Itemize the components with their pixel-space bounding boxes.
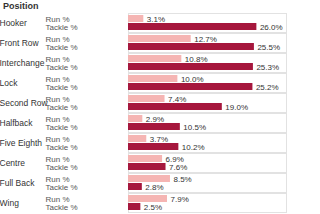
- svg-text:Hooker: Hooker: [0, 18, 27, 28]
- svg-text:Run %: Run %: [45, 34, 70, 44]
- svg-text:Centre: Centre: [0, 158, 25, 168]
- svg-text:3.1%: 3.1%: [147, 15, 165, 24]
- svg-text:Halfback: Halfback: [0, 118, 33, 128]
- svg-text:Full Back: Full Back: [0, 178, 35, 188]
- svg-text:Tackle %: Tackle %: [46, 83, 78, 92]
- svg-text:Tackle %: Tackle %: [46, 123, 78, 132]
- svg-text:Run %: Run %: [45, 154, 70, 164]
- svg-text:Run %: Run %: [45, 194, 70, 204]
- svg-text:Tackle %: Tackle %: [46, 103, 78, 112]
- svg-text:Run %: Run %: [45, 74, 70, 84]
- svg-text:Tackle %: Tackle %: [46, 43, 78, 52]
- svg-text:10.2%: 10.2%: [182, 143, 205, 152]
- svg-text:Run %: Run %: [45, 114, 70, 124]
- svg-text:25.3%: 25.3%: [256, 63, 279, 72]
- svg-text:7.4%: 7.4%: [168, 95, 186, 104]
- svg-text:Tackle %: Tackle %: [46, 203, 78, 212]
- svg-text:Tackle %: Tackle %: [46, 163, 78, 172]
- svg-text:Run %: Run %: [45, 134, 70, 144]
- svg-text:10.8%: 10.8%: [185, 55, 208, 64]
- svg-text:Run %: Run %: [45, 174, 70, 184]
- svg-text:25.2%: 25.2%: [256, 83, 279, 92]
- svg-text:2.5%: 2.5%: [144, 203, 162, 212]
- svg-text:Tackle %: Tackle %: [46, 63, 78, 72]
- svg-text:26.0%: 26.0%: [260, 23, 283, 32]
- svg-text:Five Eighth: Five Eighth: [0, 138, 42, 148]
- svg-text:2.8%: 2.8%: [145, 183, 163, 192]
- svg-text:Front Row: Front Row: [0, 38, 40, 48]
- svg-text:Tackle %: Tackle %: [46, 143, 78, 152]
- svg-text:6.9%: 6.9%: [165, 154, 184, 164]
- svg-text:Run %: Run %: [45, 94, 70, 104]
- svg-text:10.5%: 10.5%: [183, 123, 206, 132]
- svg-text:3.7%: 3.7%: [150, 135, 168, 144]
- svg-text:Interchange: Interchange: [0, 58, 45, 68]
- svg-text:19.0%: 19.0%: [225, 103, 248, 112]
- svg-text:7.9%: 7.9%: [171, 195, 189, 204]
- svg-text:8.5%: 8.5%: [173, 175, 191, 184]
- svg-text:10.0%: 10.0%: [181, 75, 204, 84]
- svg-text:25.5%: 25.5%: [257, 43, 280, 52]
- svg-text:2.9%: 2.9%: [146, 115, 164, 124]
- svg-text:7.6%: 7.6%: [169, 163, 187, 172]
- svg-text:Tackle %: Tackle %: [46, 183, 78, 192]
- svg-text:Run %: Run %: [45, 54, 70, 64]
- svg-text:Wing: Wing: [0, 198, 19, 208]
- svg-text:12.7%: 12.7%: [194, 35, 217, 44]
- svg-text:Lock: Lock: [0, 78, 18, 88]
- svg-text:Second Row: Second Row: [0, 98, 49, 108]
- html-text:Position: Position: [3, 1, 39, 11]
- svg-text:Run %: Run %: [45, 14, 70, 24]
- svg-text:Tackle %: Tackle %: [46, 23, 78, 32]
